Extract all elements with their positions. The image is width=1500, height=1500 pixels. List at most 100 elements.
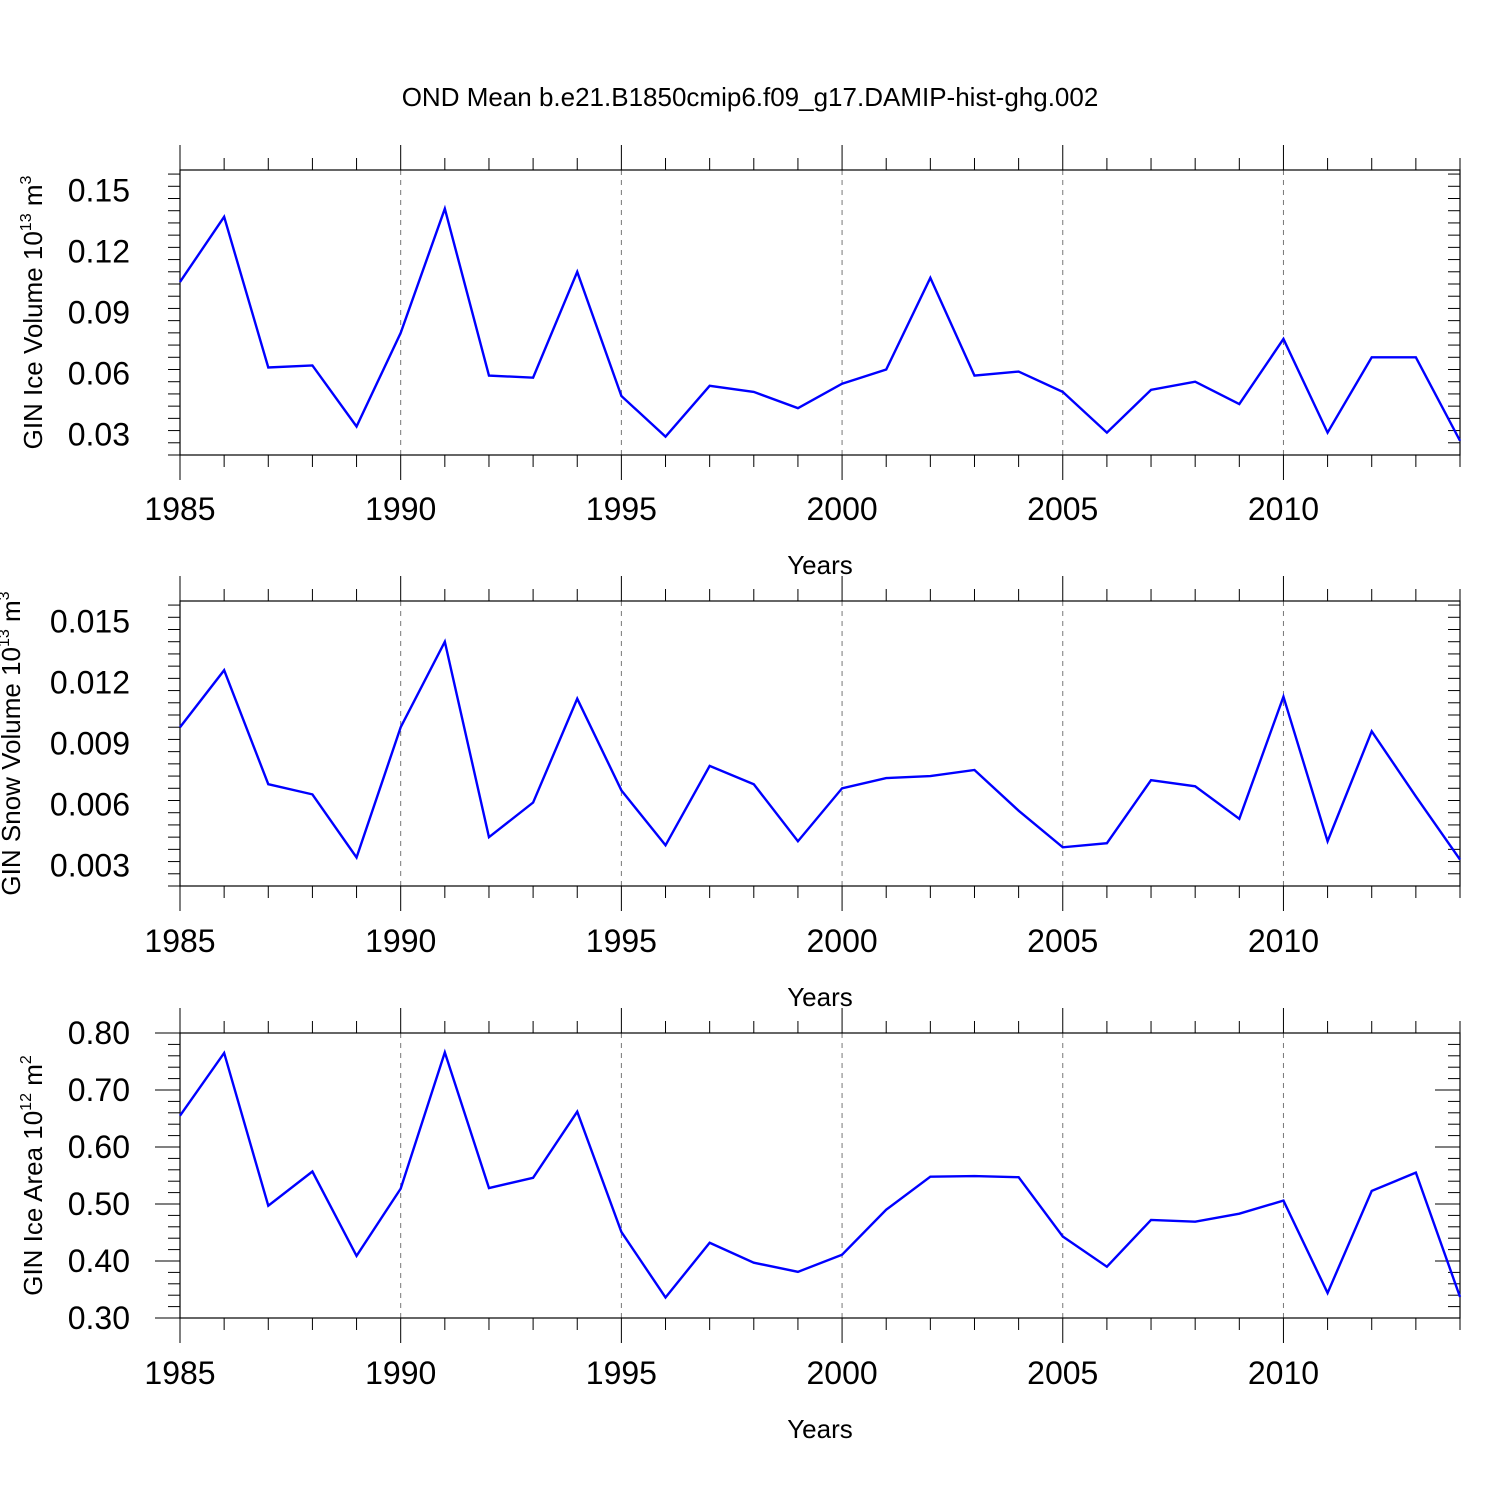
data-point [709, 1242, 711, 1244]
x-tick-label: 2010 [1248, 1355, 1319, 1391]
data-point [267, 783, 269, 785]
data-point [1459, 859, 1461, 861]
plot-frame [179, 600, 1461, 887]
data-point [1062, 846, 1064, 848]
data-point [620, 789, 622, 791]
data-point [1282, 696, 1284, 698]
chart-panel-3: 1985 1990 1995 2000 2005 2010 0.30 0.40 0.50 0.60… [18, 1008, 1462, 1444]
y-tick-label: 0.03 [68, 417, 130, 453]
data-point [1018, 1176, 1020, 1178]
data-point [444, 1051, 446, 1053]
data-point [1238, 403, 1240, 405]
data-point [223, 669, 225, 671]
data-point [1238, 1213, 1240, 1215]
x-tick-label: 2010 [1248, 491, 1319, 527]
data-point [179, 281, 181, 283]
y-tick-label: 0.60 [68, 1129, 130, 1165]
data-point [1150, 1219, 1152, 1221]
data-point [885, 1209, 887, 1211]
data-point [1150, 779, 1152, 781]
x-tick-label: 2000 [806, 491, 877, 527]
data-point [973, 375, 975, 377]
x-tick-label: 2000 [806, 1355, 877, 1391]
data-point [885, 777, 887, 779]
data-point [1018, 810, 1020, 812]
data-point [1018, 371, 1020, 373]
data-point [1238, 818, 1240, 820]
data-point [1062, 391, 1064, 393]
data-point [356, 426, 358, 428]
data-point [620, 395, 622, 397]
data-point [973, 1175, 975, 1177]
data-point [841, 787, 843, 789]
data-point [400, 332, 402, 334]
y-tick-label: 0.12 [68, 233, 130, 269]
data-point [400, 726, 402, 728]
data-point [929, 277, 931, 279]
y-axis-label: GIN Ice Volume 1013 m3 [18, 175, 48, 449]
data-point [885, 369, 887, 371]
y-tick-label: 0.40 [68, 1243, 130, 1279]
data-point [753, 783, 755, 785]
data-point [444, 641, 446, 643]
data-point [1150, 389, 1152, 391]
plot-frame [179, 169, 1461, 456]
y-tick-label: 0.50 [68, 1186, 130, 1222]
data-point [1106, 842, 1108, 844]
data-point [797, 1271, 799, 1273]
data-point [1371, 730, 1373, 732]
x-tick-label: 1995 [586, 491, 657, 527]
data-point [311, 793, 313, 795]
plot-frame [179, 1032, 1461, 1319]
y-tick-label: 0.006 [50, 787, 130, 823]
x-tick-label: 1985 [144, 491, 215, 527]
y-axis-label: GIN Snow Volume 1013 m3 [0, 591, 26, 895]
x-tick-label: 1995 [586, 1355, 657, 1391]
data-point [576, 271, 578, 273]
y-tick-label: 0.06 [68, 356, 130, 392]
data-point [267, 1205, 269, 1207]
series-line [179, 638, 1461, 861]
data-point [1415, 1172, 1417, 1174]
series-line [179, 1048, 1462, 1300]
x-tick-label: 2005 [1027, 923, 1098, 959]
data-point [444, 208, 446, 210]
data-point [179, 726, 181, 728]
data-point [929, 775, 931, 777]
series-line [179, 204, 1462, 442]
data-point [1062, 1235, 1064, 1237]
x-tick-label: 2005 [1027, 1355, 1098, 1391]
y-tick-label: 0.70 [68, 1072, 130, 1108]
data-point [311, 1171, 313, 1173]
data-point [1194, 1221, 1196, 1223]
data-point [576, 1111, 578, 1113]
figure-title: OND Mean b.e21.B1850cmip6.f09_g17.DAMIP-… [402, 82, 1099, 112]
x-axis-label: Years [787, 550, 853, 580]
x-tick-label: 1990 [365, 1355, 436, 1391]
data-point [665, 844, 667, 846]
data-point [488, 836, 490, 838]
x-tick-label: 2005 [1027, 491, 1098, 527]
data-point [1106, 432, 1108, 434]
x-axis-label: Years [787, 1414, 853, 1444]
x-tick-label: 1985 [144, 1355, 215, 1391]
data-point [1415, 356, 1417, 358]
data-point [753, 391, 755, 393]
y-tick-label: 0.15 [68, 172, 130, 208]
data-point [356, 1255, 358, 1257]
y-tick-label: 0.009 [50, 726, 130, 762]
data-point [532, 1177, 534, 1179]
data-point [532, 802, 534, 804]
y-axis-label: GIN Ice Area 1012 m2 [18, 1055, 48, 1296]
data-point [356, 857, 358, 859]
data-point [1371, 1190, 1373, 1192]
data-point [753, 1262, 755, 1264]
data-point [1194, 785, 1196, 787]
y-tick-label: 0.30 [68, 1300, 130, 1336]
data-point [311, 364, 313, 366]
x-tick-label: 1995 [586, 923, 657, 959]
chart-panel-2: 1985 1990 1995 2000 2005 2010 0.003 0.006 0.009 0… [0, 576, 1461, 1012]
data-point [620, 1231, 622, 1233]
data-point [709, 385, 711, 387]
